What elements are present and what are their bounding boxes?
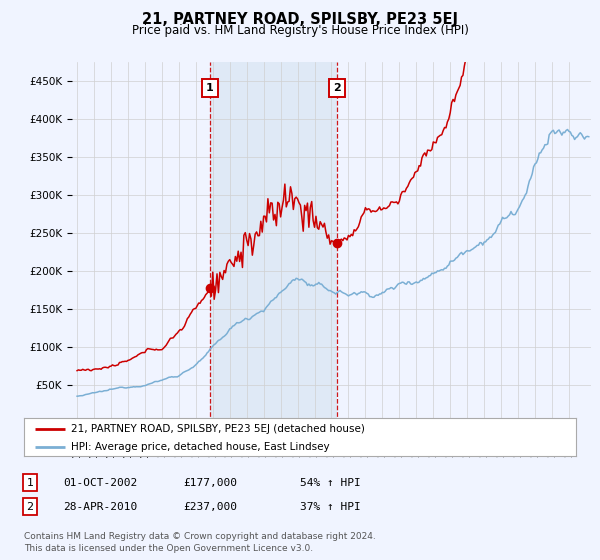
Text: This data is licensed under the Open Government Licence v3.0.: This data is licensed under the Open Gov… (24, 544, 313, 553)
Bar (210, 62, 337, 423)
Text: 21, PARTNEY ROAD, SPILSBY, PE23 5EJ: 21, PARTNEY ROAD, SPILSBY, PE23 5EJ (142, 12, 458, 27)
Text: HPI: Average price, detached house, East Lindsey: HPI: Average price, detached house, East… (71, 442, 329, 452)
Text: 37% ↑ HPI: 37% ↑ HPI (300, 502, 361, 512)
Text: 1: 1 (26, 478, 34, 488)
Text: 1: 1 (206, 83, 214, 93)
Text: 2: 2 (333, 83, 341, 93)
Text: Price paid vs. HM Land Registry's House Price Index (HPI): Price paid vs. HM Land Registry's House … (131, 24, 469, 36)
Text: 54% ↑ HPI: 54% ↑ HPI (300, 478, 361, 488)
Text: £177,000: £177,000 (183, 478, 237, 488)
Text: £237,000: £237,000 (183, 502, 237, 512)
Text: Contains HM Land Registry data © Crown copyright and database right 2024.: Contains HM Land Registry data © Crown c… (24, 532, 376, 541)
Text: 01-OCT-2002: 01-OCT-2002 (63, 478, 137, 488)
Text: 28-APR-2010: 28-APR-2010 (63, 502, 137, 512)
Text: 21, PARTNEY ROAD, SPILSBY, PE23 5EJ (detached house): 21, PARTNEY ROAD, SPILSBY, PE23 5EJ (det… (71, 424, 365, 434)
Text: 2: 2 (26, 502, 34, 512)
